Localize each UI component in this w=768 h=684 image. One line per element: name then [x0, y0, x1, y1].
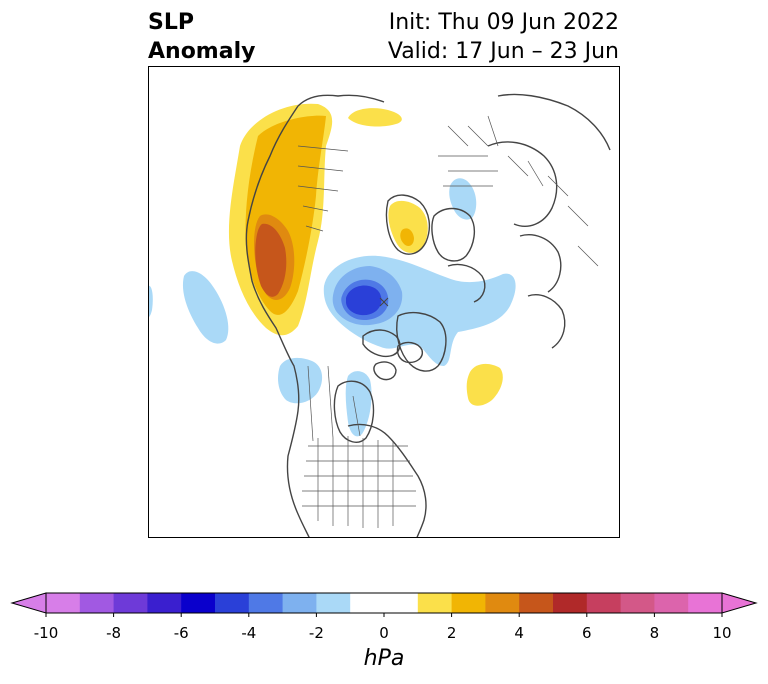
positive-anomaly-scandinavia — [388, 200, 428, 253]
date-info: Init: Thu 09 Jun 2022 Valid: 17 Jun – 23… — [388, 8, 619, 66]
negative-anomaly-hudson — [278, 357, 323, 404]
colorbar-cell — [46, 593, 81, 613]
units-label: hPa — [363, 646, 405, 671]
colorbar-cell — [79, 593, 115, 613]
colorbar-extend-high — [721, 592, 758, 614]
title-line-1: SLP — [148, 10, 194, 35]
colorbar-tick-label: 0 — [379, 624, 389, 642]
colorbar-cell — [113, 593, 148, 613]
valid-range: Valid: 17 Jun – 23 Jun — [387, 39, 619, 64]
colorbar-cell — [586, 593, 622, 613]
colorbar-cell — [620, 593, 655, 613]
positive-anomaly-arctic — [348, 108, 402, 127]
colorbar-cell — [147, 593, 182, 613]
colorbar-cell — [451, 593, 486, 613]
colorbar-cell — [350, 593, 385, 613]
colorbar-ticks — [45, 613, 723, 617]
colorbar-tick-label: -10 — [33, 624, 59, 642]
colorbar-cell — [519, 593, 554, 613]
political-boundaries — [297, 115, 599, 528]
colorbar-cell — [654, 593, 689, 613]
negative-anomaly-pacific — [182, 271, 229, 344]
slp-anomaly-map — [148, 66, 620, 538]
colorbar-tick-label: 6 — [582, 624, 592, 642]
colorbar-cell — [181, 593, 216, 613]
colorbar-cell — [215, 593, 250, 613]
map-title: SLP Anomaly — [148, 8, 255, 66]
colorbar-cell — [485, 593, 520, 613]
map-border — [148, 66, 620, 538]
colorbar-tick-label: 8 — [649, 624, 660, 642]
colorbar-cell — [688, 593, 723, 613]
negative-anomaly-arctic-low — [323, 255, 516, 366]
colorbar-tick-label: -6 — [173, 624, 189, 642]
pole-marker — [379, 297, 389, 307]
colorbar-cells — [46, 593, 723, 613]
colorbar-tick-label: -2 — [308, 624, 324, 642]
colorbar-cell — [282, 593, 317, 613]
colorbar-cell — [384, 593, 419, 613]
colorbar-cell — [248, 593, 284, 613]
colorbar-extend-low — [10, 592, 47, 614]
positive-anomaly-atlantic — [466, 363, 503, 406]
init-date: Init: Thu 09 Jun 2022 — [388, 10, 619, 35]
colorbar-tick-label: 4 — [514, 624, 524, 642]
colorbar-cell — [316, 593, 351, 613]
colorbar — [10, 592, 758, 617]
coastlines — [245, 93, 611, 538]
colorbar-tick-label: 2 — [446, 624, 457, 642]
colorbar-tick-label: -4 — [241, 624, 257, 642]
negative-anomaly-labrador — [345, 371, 372, 437]
colorbar-tick-label: 10 — [712, 624, 732, 642]
colorbar-cell — [417, 593, 453, 613]
colorbar-cell — [553, 593, 588, 613]
title-line-2: Anomaly — [148, 39, 256, 64]
colorbar-tick-label: -8 — [106, 624, 122, 642]
negative-anomaly-edge — [148, 285, 153, 318]
